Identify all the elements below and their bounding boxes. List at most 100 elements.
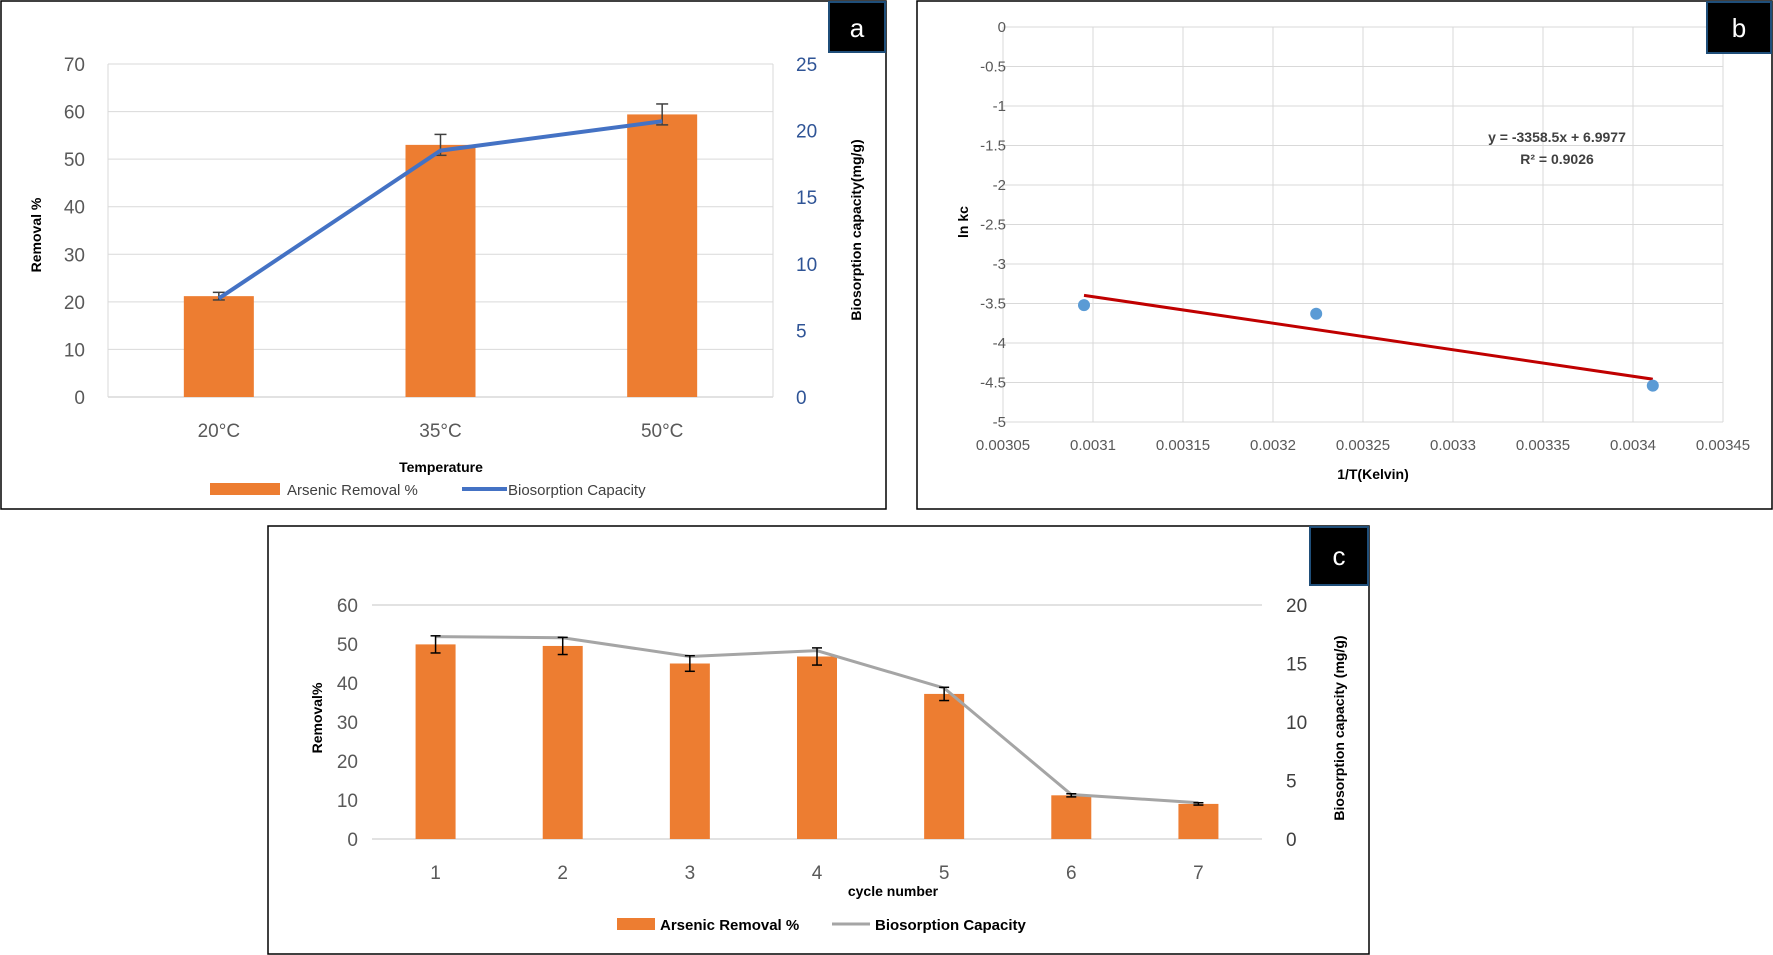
panel-a-right-tick-label: 15	[796, 188, 817, 209]
panel-b-points	[1078, 299, 1659, 392]
panel-c-ylabel: Removal%	[309, 682, 325, 753]
panel-c-left-tick-label: 30	[337, 713, 358, 734]
panel-b-tag	[1706, 1, 1772, 54]
panel-a-right-tick-label: 5	[796, 321, 807, 342]
panel-c-legend: Arsenic Removal % Biosorption Capacity	[617, 917, 1027, 934]
panel-a-y2label: Biosorption capacity(mg/g)	[848, 139, 864, 320]
panel-a-right-tick-label: 10	[796, 255, 817, 276]
panel-a-bars	[183, 114, 698, 397]
panel-c-left-ticks: 0 10 20 30 40 50 60	[337, 596, 358, 851]
panel-c-xlabel: cycle number	[848, 883, 939, 899]
panel-a-left-tick-label: 60	[64, 103, 85, 124]
panel-b-y-tick-label: -4.5	[980, 375, 1006, 392]
panel-a-series-line	[217, 119, 663, 301]
panel-a-left-tick-label: 50	[64, 150, 85, 171]
panel-a-xlabel: Temperature	[399, 459, 483, 475]
panel-c-bar	[1051, 795, 1092, 839]
panel-a-ylabel: Removal %	[28, 197, 44, 272]
panel-b-y-tick-label: -5	[993, 414, 1006, 431]
panel-b-gridlines	[1002, 26, 1724, 423]
panel-a-category-label: 50°C	[641, 421, 683, 442]
panel-b-trendline	[1083, 293, 1654, 381]
panel-c-right-tick-label: 10	[1286, 713, 1307, 734]
panel-a-bar	[183, 296, 254, 397]
panel-a-legend-bar-swatch	[210, 483, 280, 495]
panel-a-category-labels: 20°C 35°C 50°C	[198, 421, 684, 442]
panel-b: 0-0.5-1-1.5-2-2.5-3-3.5-4-4.5-5 0.00305 0…	[916, 0, 1773, 510]
panel-b-x-tick-label: 0.0034	[1610, 437, 1656, 454]
panel-b-x-ticks: 0.00305 0.0031 0.00315 0.0032 0.00325 0.0033 0…	[976, 437, 1750, 454]
panel-b-y-ticks: 0 -0.5 -1 -1.5 -2 -2.5 -3 -3.5 -4 -4.5 -5	[980, 19, 1006, 431]
panel-c-right-ticks: 0 5 10 15 20	[1286, 596, 1307, 851]
panel-a-tag	[828, 1, 886, 53]
panel-c-left-tick-label: 50	[337, 635, 358, 656]
panel-b-point	[1078, 299, 1090, 312]
panel-c-category-label: 1	[430, 863, 441, 884]
panel-c-left-tick-label: 20	[337, 752, 358, 773]
panel-b-tag-label: b	[1732, 13, 1746, 43]
panel-a-bar	[405, 144, 476, 397]
panel-a-left-tick-label: 0	[74, 388, 85, 409]
panel-a-right-ticks: 0 5 10 15 20 25	[796, 55, 817, 409]
panel-c-bar	[669, 663, 710, 839]
panel-b-point	[1646, 379, 1659, 392]
panel-b-y-tick-label: -3	[993, 256, 1006, 273]
panel-a-legend-bar-label: Arsenic Removal %	[287, 482, 418, 499]
panel-c-category-label: 2	[557, 863, 568, 884]
panel-c-legend-bar-label: Arsenic Removal %	[660, 917, 799, 934]
panel-c-category-label: 7	[1193, 863, 1204, 884]
panel-c-legend-line-label: Biosorption Capacity	[875, 917, 1027, 934]
panel-c-right-tick-label: 20	[1286, 596, 1307, 617]
panel-c-category-label: 6	[1066, 863, 1077, 884]
panel-a-left-tick-label: 10	[64, 340, 85, 361]
panel-a-category-label: 35°C	[419, 421, 461, 442]
panel-c-error-bars	[430, 635, 1204, 806]
panel-a-legend-line-label: Biosorption Capacity	[508, 482, 646, 499]
panel-b-x-tick-label: 0.0031	[1070, 437, 1116, 454]
panel-c-legend-bar-swatch	[617, 918, 655, 930]
panel-c-bar	[415, 644, 456, 839]
panel-c-right-tick-label: 5	[1286, 772, 1297, 793]
panel-b-y-tick-label: -3.5	[980, 296, 1006, 313]
panel-a-tag-label: a	[850, 13, 865, 43]
panel-a-right-tick-label: 20	[796, 122, 817, 143]
panel-b-y-tick-label: -4	[993, 335, 1006, 352]
panel-c-left-tick-label: 40	[337, 674, 358, 695]
panel-a-right-tick-label: 25	[796, 55, 817, 76]
panel-c-left-tick-label: 10	[337, 791, 358, 812]
panel-b-x-tick-label: 0.00335	[1516, 437, 1570, 454]
panel-b-x-tick-label: 0.0033	[1430, 437, 1476, 454]
panel-a-left-tick-label: 20	[64, 293, 85, 314]
panel-a-left-tick-label: 40	[64, 198, 85, 219]
panel-a-category-label: 20°C	[198, 421, 240, 442]
panel-c-category-label: 4	[812, 863, 823, 884]
panel-b-x-tick-label: 0.00315	[1156, 437, 1210, 454]
panel-c-bar	[1178, 803, 1219, 839]
panel-c-tag-label: c	[1333, 541, 1346, 571]
panel-c-bar	[542, 645, 583, 839]
panel-b-x-tick-label: 0.0032	[1250, 437, 1296, 454]
panel-c-y2label: Biosorption capacity (mg/g)	[1331, 635, 1347, 820]
panel-c-left-tick-label: 60	[337, 596, 358, 617]
panel-c-right-tick-label: 15	[1286, 655, 1307, 676]
panel-b-x-tick-label: 0.00345	[1696, 437, 1750, 454]
panel-c-tag	[1309, 526, 1369, 586]
panel-c-category-label: 5	[939, 863, 950, 884]
panel-b-y-tick-label: -0.5	[980, 59, 1006, 76]
panel-c-bars	[415, 644, 1219, 839]
panel-a-left-tick-label: 70	[64, 55, 85, 76]
panel-b-x-tick-label: 0.00325	[1336, 437, 1390, 454]
panel-a-left-ticks: 0 10 20 30 40 50 60 70	[64, 55, 85, 409]
panel-c-bar	[924, 693, 965, 839]
panel-c-bar	[797, 656, 837, 839]
panel-b-y-tick-label: -1.5	[980, 138, 1006, 155]
panel-a-right-tick-label: 0	[796, 388, 807, 409]
panel-b-y-tick-label: 0	[998, 19, 1006, 36]
panel-b-y-tick-label: -1	[993, 98, 1006, 115]
panel-a-left-tick-label: 30	[64, 245, 85, 266]
panel-b-x-tick-label: 0.00305	[976, 437, 1030, 454]
panel-b-ylabel: ln kc	[955, 206, 971, 238]
panel-c-category-labels: 1 2 3 4 5 6 7	[430, 863, 1203, 884]
